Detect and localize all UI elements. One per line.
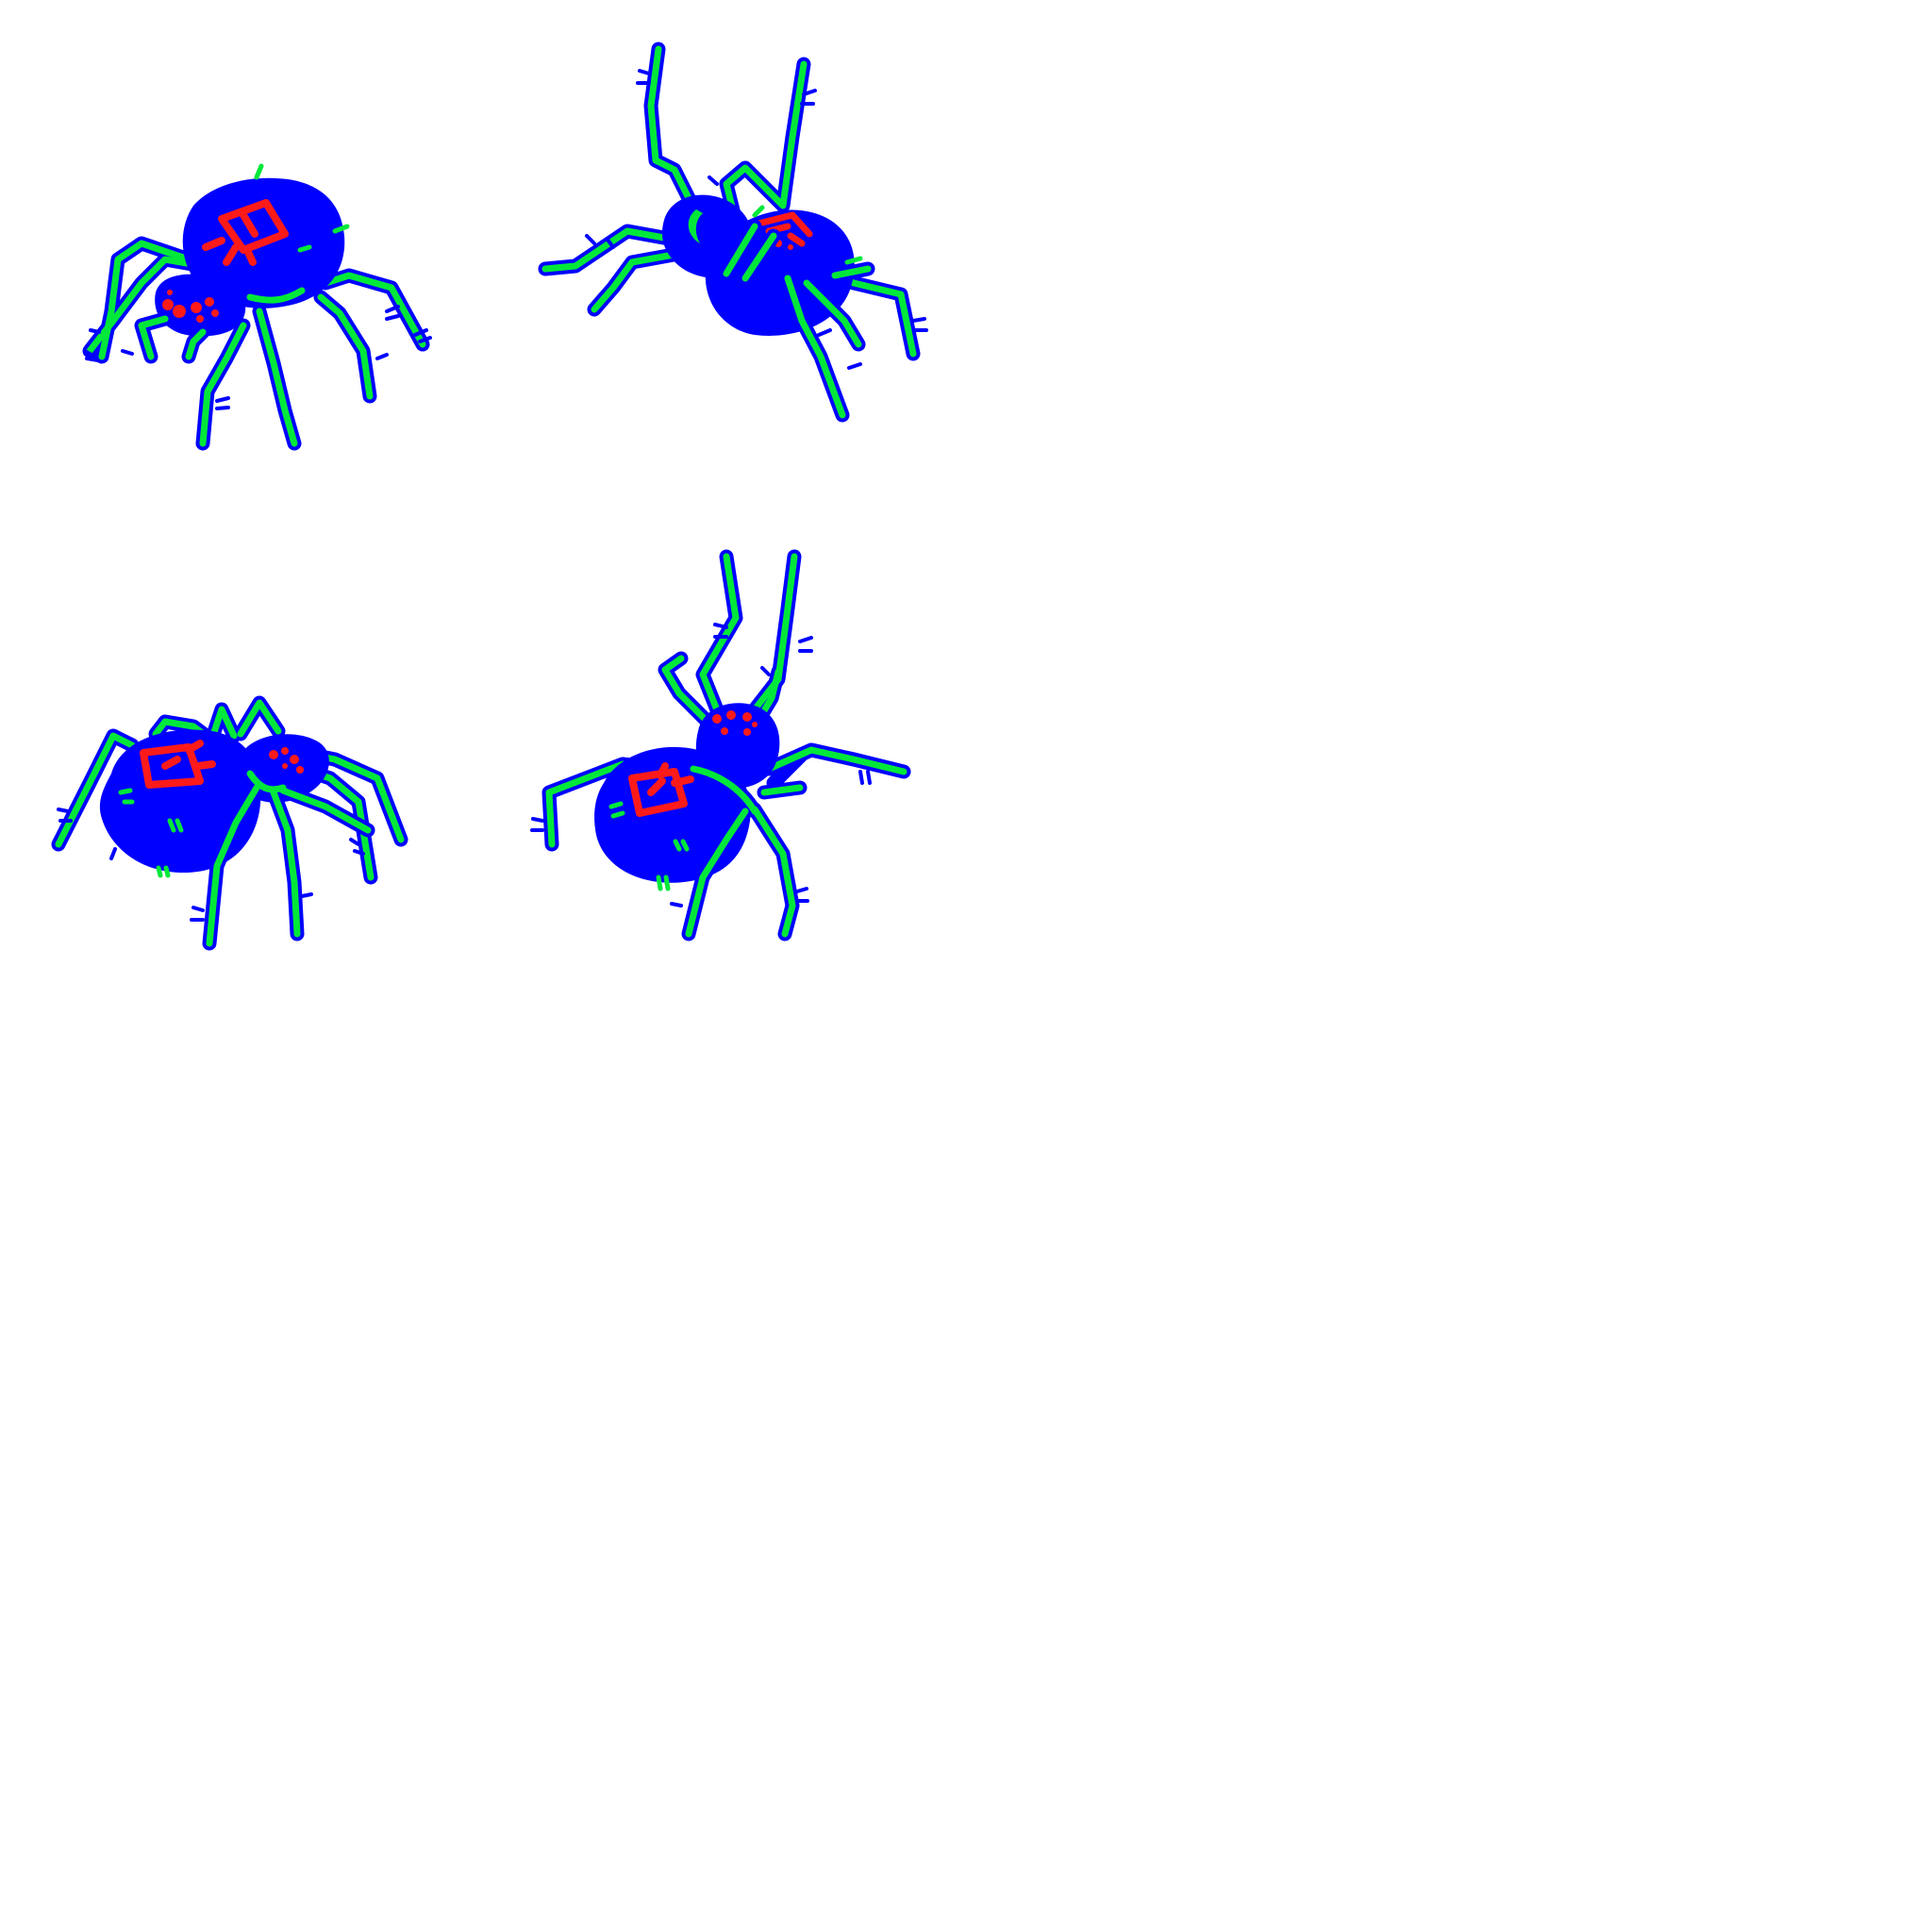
spider-frame-2-bristles — [752, 205, 863, 265]
spider-frame-1-eyes — [162, 290, 219, 323]
spider-frame-2-legs-front — [719, 219, 875, 423]
spider-frame-3-abdomen — [99, 729, 261, 873]
spider-frame-1-front-legs — [134, 283, 309, 451]
spider-frame-3-green-spots — [118, 788, 184, 878]
spider-frame-4-abdomen-marking — [628, 762, 694, 817]
spider-frame-3-eyes — [269, 747, 304, 774]
spider-frame-1-back-legs — [82, 236, 430, 404]
spider-frame-2-fang — [688, 209, 703, 243]
spider-frame-4-green-spots — [608, 801, 690, 891]
spider-frame-1-abdomen-marking — [202, 199, 289, 266]
spider-frame-3-front-legs — [202, 766, 375, 951]
spider-frame-3-leg-hairs — [57, 808, 365, 922]
spider-frame-1-leg-hairs — [83, 305, 432, 410]
spider-frame-4 — [530, 549, 911, 941]
spider-frame-4-front-legs — [681, 761, 808, 941]
spider-frame-2-cephalothorax — [661, 194, 754, 278]
spider-frame-2 — [538, 42, 928, 423]
spider-frame-4-eyes — [712, 710, 758, 736]
spider-frame-3 — [51, 695, 408, 951]
spider-frame-3-abdomen-marking — [140, 740, 216, 789]
spider-frame-2-leg-hairs — [585, 69, 928, 370]
spider-frame-4-leg-hairs — [530, 623, 872, 908]
spider-frame-1 — [82, 163, 432, 451]
spider-frame-1-bristles — [254, 163, 350, 253]
